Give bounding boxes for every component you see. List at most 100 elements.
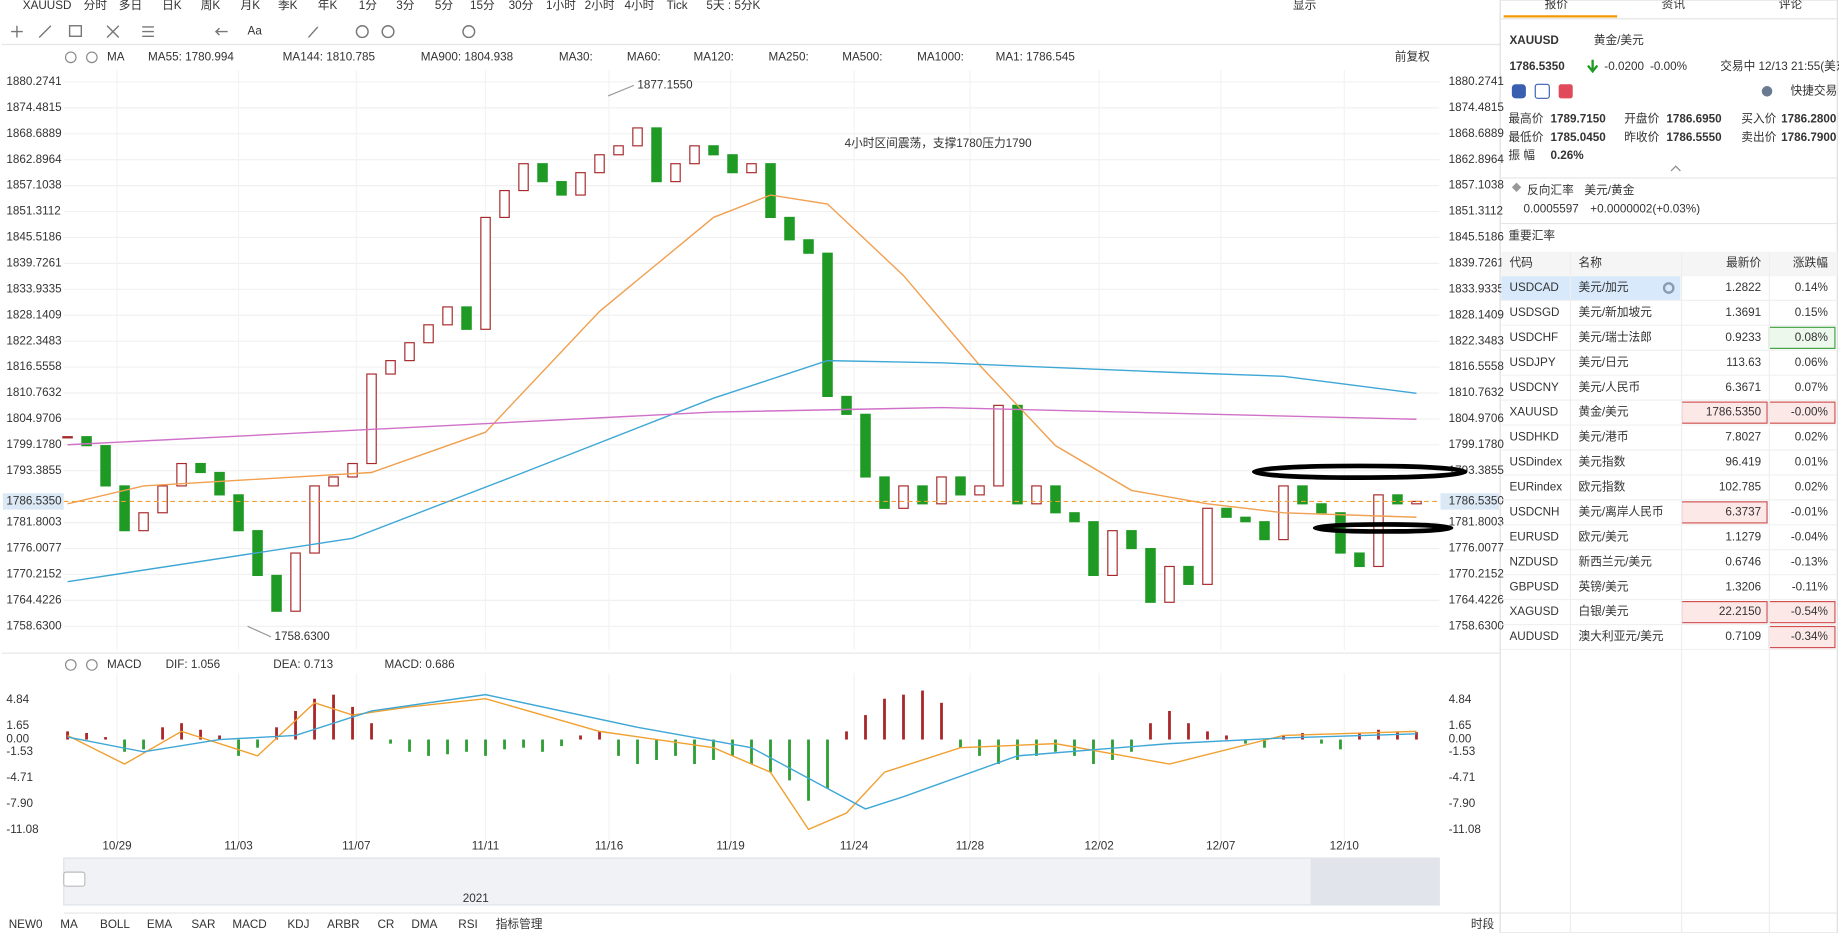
period-tab[interactable]: 2小时 (585, 0, 615, 12)
x-tick-label: 11/24 (840, 839, 869, 852)
range-select[interactable]: 5天 : 5分K (706, 0, 760, 12)
ma-line (67, 359, 1417, 583)
table-cell: 0.01% (1795, 456, 1828, 469)
table-cell: USDSGD (1510, 306, 1560, 319)
y-tick-label: 1839.7261 (6, 256, 61, 269)
macd-bar (560, 739, 563, 747)
session-tab[interactable]: 时段 (1471, 917, 1495, 931)
macd-bar (503, 739, 506, 750)
y-tick-label: 1822.3483 (6, 334, 61, 347)
clear-icon (381, 25, 395, 39)
period-tab[interactable]: 30分 (509, 0, 534, 12)
candle (1240, 516, 1251, 523)
period-tab[interactable]: 1分 (359, 0, 378, 12)
change: -0.0200 (1604, 60, 1644, 73)
candle (309, 485, 320, 554)
macd-bar (579, 735, 582, 740)
candle (632, 127, 643, 147)
y-tick-label-right: -4.71 (1449, 771, 1476, 784)
macd-bar (826, 739, 829, 789)
reverse-label: 反向汇率 (1527, 183, 1574, 197)
quick-trade[interactable]: 快捷交易 (1790, 83, 1837, 97)
annotation: 4小时区间震荡，支撑1780压力1790 (845, 136, 1033, 150)
table-cell: 美元/人民币 (1579, 380, 1641, 394)
macd-bar (598, 731, 601, 740)
indicator-tab[interactable]: KDJ (287, 918, 309, 931)
legend-entry: MA144: 1810.785 (283, 50, 376, 63)
macd-bar (408, 739, 411, 752)
indicator-tab[interactable]: CR (377, 918, 394, 931)
sidebar-tab[interactable]: 资讯 (1662, 0, 1686, 11)
table-cell: 96.419 (1725, 456, 1761, 469)
macd-bar (807, 739, 810, 801)
period-tab[interactable]: 3分 (396, 0, 415, 12)
candle (1126, 530, 1137, 550)
candle (1259, 521, 1270, 541)
stat-value: 1785.0450 (1550, 131, 1606, 144)
close-icon (86, 659, 98, 671)
y-tick-label-right: 1839.7261 (1449, 256, 1504, 269)
y-tick-label: 1804.9706 (6, 412, 61, 425)
indicator-tab[interactable]: ARBR (327, 918, 359, 931)
macd-bar (218, 735, 221, 740)
table-cell: USDindex (1510, 456, 1563, 469)
y-tick-label: 1.65 (6, 719, 29, 732)
hand-mark (1251, 463, 1468, 480)
adjust-toggle[interactable]: 前复权 (1395, 49, 1430, 63)
y-tick-label: 0.00 (6, 733, 29, 746)
candle (195, 462, 206, 474)
sidebar-tab[interactable]: 报价 (1545, 0, 1569, 11)
candle (974, 485, 985, 496)
period-tab[interactable]: Tick (667, 0, 688, 12)
period-tab[interactable]: 分时 (84, 0, 108, 12)
macd-bar (959, 739, 962, 748)
indicator-tab[interactable]: 指标管理 (496, 917, 543, 931)
macd-bar (1396, 731, 1399, 740)
candle (176, 462, 187, 487)
macd-bar (845, 731, 848, 740)
candle (746, 163, 757, 174)
table-cell: 欧元指数 (1579, 480, 1626, 494)
candle (1202, 507, 1213, 585)
y-tick-label-right: 1810.7632 (1449, 386, 1504, 399)
indicator-tab[interactable]: SAR (191, 918, 215, 931)
period-tab[interactable]: 1小时 (546, 0, 576, 12)
indicator-tab[interactable]: EMA (147, 918, 173, 931)
table-cell: -0.54% (1791, 605, 1828, 618)
period-tab[interactable]: 季K (278, 0, 298, 12)
macd-bar (1168, 710, 1171, 740)
indicator-tab[interactable]: MACD (232, 918, 266, 931)
y-tick-label-right: 1851.3112 (1449, 205, 1503, 218)
macd-bar (883, 698, 886, 740)
period-tab[interactable]: 多日 (119, 0, 142, 12)
table-cell: 6.3671 (1725, 381, 1761, 394)
y-tick-label: -1.53 (6, 745, 33, 758)
period-tab[interactable]: 年K (318, 0, 338, 12)
symbol-tab: XAUUSD (23, 0, 72, 12)
indicator-tab[interactable]: DMA (411, 918, 437, 931)
y-tick-label-right: 0.00 (1449, 733, 1472, 746)
indicator-tab[interactable]: MA (60, 918, 78, 931)
stat-value: 1786.7900 (1781, 131, 1837, 144)
candle (651, 127, 662, 183)
navigator-handle[interactable] (63, 871, 86, 887)
indicator-tab[interactable]: RSI (458, 918, 477, 931)
y-tick-label: 1776.0077 (6, 542, 61, 555)
indicator-tab[interactable]: BOLL (100, 918, 130, 931)
candle (803, 239, 814, 254)
period-tab[interactable]: 15分 (470, 0, 495, 12)
macd-bar (636, 739, 639, 765)
x-tick-label: 12/10 (1330, 839, 1360, 852)
candle (366, 373, 377, 465)
table-header: 代码 (1510, 256, 1533, 269)
period-tab[interactable]: 日K (162, 0, 182, 12)
period-tab[interactable]: 4小时 (624, 0, 654, 12)
candle (575, 172, 586, 196)
sidebar-tab[interactable]: 评论 (1779, 0, 1803, 11)
x-tick-label: 11/03 (224, 839, 252, 852)
period-tab[interactable]: 月K (241, 0, 261, 12)
period-tab[interactable]: 周K (201, 0, 221, 12)
period-tab[interactable]: 5分 (435, 0, 454, 12)
display-menu[interactable]: 显示 (1293, 0, 1316, 12)
indicator-tab[interactable]: NEW0 (9, 918, 43, 931)
